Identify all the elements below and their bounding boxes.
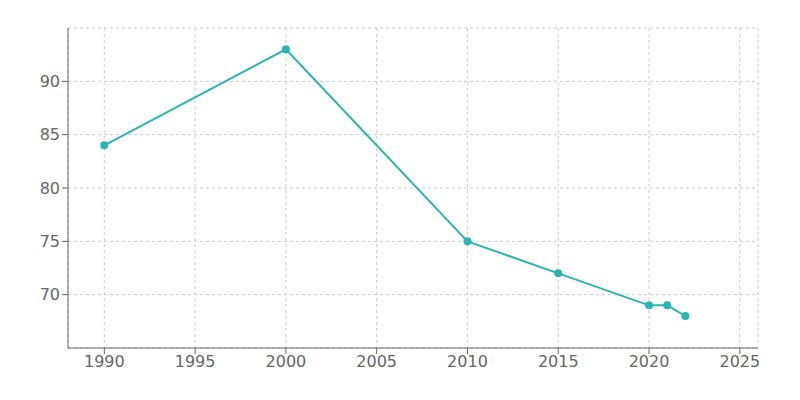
svg-text:2010: 2010 xyxy=(447,352,488,371)
svg-text:85: 85 xyxy=(40,125,60,144)
svg-text:80: 80 xyxy=(40,179,60,198)
svg-text:2020: 2020 xyxy=(629,352,670,371)
svg-text:1990: 1990 xyxy=(84,352,125,371)
svg-text:90: 90 xyxy=(40,72,60,91)
svg-text:75: 75 xyxy=(40,232,60,251)
svg-text:2015: 2015 xyxy=(538,352,579,371)
svg-text:2025: 2025 xyxy=(719,352,760,371)
svg-text:70: 70 xyxy=(40,285,60,304)
svg-text:2005: 2005 xyxy=(356,352,397,371)
svg-text:2000: 2000 xyxy=(266,352,307,371)
svg-text:1995: 1995 xyxy=(175,352,216,371)
